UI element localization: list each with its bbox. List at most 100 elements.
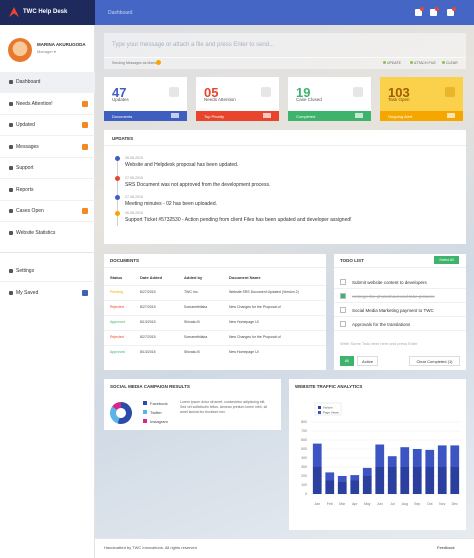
table-cell: 8/13/2015 — [140, 350, 156, 354]
todo-checkbox[interactable] — [340, 279, 346, 285]
update-text: Meeting minutes - 02 has been uploaded. — [125, 201, 218, 207]
todo-checkbox[interactable] — [340, 307, 346, 313]
todo-input[interactable]: Write Some Todo item here and press Ente… — [340, 341, 418, 346]
action-dot — [410, 61, 413, 64]
bar — [362, 467, 372, 476]
top-icon[interactable] — [447, 9, 454, 16]
divider — [0, 252, 95, 253]
y-tick-label: 200 — [301, 474, 307, 478]
filter-all[interactable]: All — [340, 356, 354, 366]
legend-label: Twitter — [150, 410, 162, 415]
menu-icon — [9, 187, 13, 192]
composer-action[interactable]: CLEAR — [446, 61, 458, 65]
menu-divider — [0, 156, 95, 158]
sending-as: Sending Messages as Marina — [112, 61, 159, 65]
bar — [350, 475, 360, 481]
y-tick-label: 800 — [301, 420, 307, 424]
composer[interactable] — [104, 33, 466, 69]
panel-divider — [104, 267, 326, 268]
bar — [350, 480, 360, 494]
bar-chart: 0 100 200 300 400 500 600 700 800 Jan Feb Mar Apr May… — [301, 402, 461, 506]
profile-role[interactable]: Manager ▾ — [37, 49, 56, 54]
menu-badge — [82, 143, 88, 150]
stat-footer-label: Ongoing Alert — [388, 114, 413, 119]
top-badge — [452, 7, 456, 11]
composer-action[interactable]: UPDATE — [387, 61, 401, 65]
update-date: 28-08-2015 — [125, 156, 143, 160]
stat-value: 05 — [204, 85, 219, 100]
composer-action[interactable]: ATTACH FILE — [414, 61, 436, 65]
menu-item[interactable]: Updated — [16, 122, 35, 128]
stat-footer-icon — [171, 113, 179, 118]
x-tick-label: Aug — [402, 502, 408, 506]
menu-badge — [82, 122, 88, 128]
y-tick-label: 0 — [305, 492, 307, 496]
legend-swatch — [318, 411, 321, 414]
menu-item[interactable]: Settings — [16, 268, 35, 274]
menu-item[interactable]: Needs Attention! — [16, 100, 53, 107]
update-text: Support Ticket #5732530 - Action pending… — [125, 217, 352, 223]
top-icon[interactable] — [415, 9, 422, 16]
stat-footer-label: Top Priority — [204, 114, 225, 119]
menu-icon — [9, 144, 13, 149]
menu-item[interactable]: Messages — [16, 143, 39, 150]
todo-divider — [334, 316, 466, 317]
bar — [325, 480, 335, 494]
table-cell: Approved — [110, 320, 125, 324]
top-badge — [420, 7, 424, 11]
x-tick-label: Jan — [314, 502, 320, 506]
bar — [312, 467, 322, 494]
row-divider — [104, 330, 326, 331]
filter-active[interactable]: Active — [357, 356, 378, 366]
bar — [337, 476, 347, 482]
clear-completed[interactable]: Clear Completed (1) — [409, 356, 460, 366]
table-cell: New Changes for the Proposal of — [229, 305, 281, 309]
menu-active — [0, 72, 95, 93]
timeline-dot — [115, 156, 120, 161]
donut-slice — [117, 402, 132, 424]
stat-footer-icon — [263, 113, 271, 118]
table-cell: New Homepage UI — [229, 320, 259, 324]
todo-checkbox[interactable] — [340, 293, 346, 299]
y-tick-label: 100 — [301, 483, 307, 487]
footer-feedback[interactable]: Feedback — [437, 545, 455, 550]
stat-label: Updates — [112, 97, 129, 102]
y-tick-label: 300 — [301, 465, 307, 469]
panel-title: TODO LIST — [340, 258, 364, 263]
legend-swatch — [143, 401, 147, 405]
todo-item: Arrange the photoshoot and take pictures — [352, 294, 435, 299]
bar — [400, 447, 410, 467]
bar — [362, 476, 372, 494]
todo-checkbox[interactable] — [340, 321, 346, 327]
menu-item[interactable]: Support — [16, 165, 34, 171]
y-tick-label: 700 — [301, 429, 307, 433]
column-header: Date Added — [140, 275, 163, 280]
x-tick-label: Jun — [377, 502, 383, 506]
todo-item: Submit website content to developers — [352, 280, 427, 285]
menu-divider — [0, 178, 95, 179]
menu-badge — [82, 289, 88, 296]
timeline-dot — [115, 195, 120, 200]
menu-icon — [9, 80, 13, 84]
column-header: Document Name — [229, 275, 261, 280]
row-divider — [104, 300, 326, 301]
bar — [425, 449, 435, 467]
panel-divider — [104, 145, 466, 146]
table-cell: Rejected — [110, 305, 124, 309]
top-badge — [435, 7, 439, 11]
menu-divider — [0, 199, 95, 201]
update-date: 26-08-2015 — [125, 211, 143, 215]
menu-item[interactable]: Cases Open — [16, 208, 44, 214]
table-cell: 8/27/2015 — [140, 290, 156, 294]
menu-item[interactable]: Reports — [16, 186, 34, 193]
menu-item[interactable]: Website Statistics — [16, 229, 56, 236]
timeline-dot — [115, 211, 120, 216]
menu-item[interactable]: My Saved — [16, 289, 39, 296]
select-all-button[interactable]: Select All — [434, 256, 459, 264]
table-cell: New Homepage UI — [229, 350, 259, 354]
row-divider — [104, 315, 326, 316]
menu-item[interactable]: Dashboard — [16, 79, 41, 85]
top-icon[interactable] — [430, 9, 437, 16]
menu-badge — [82, 100, 88, 107]
column-header: Added by — [184, 275, 203, 280]
